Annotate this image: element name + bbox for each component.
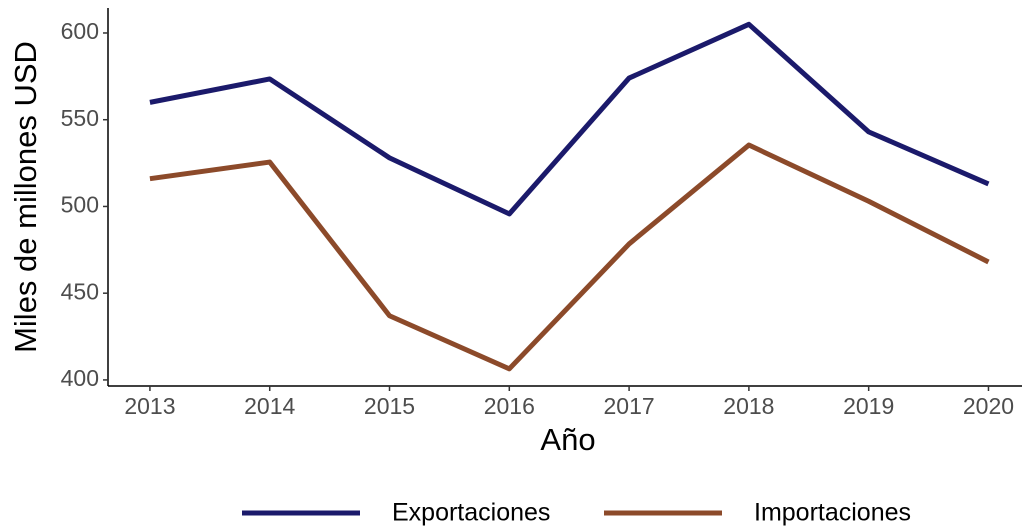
line xyxy=(149,142,990,372)
y-tick-label: 600 xyxy=(61,18,99,44)
x-tick-label: 2018 xyxy=(723,393,774,419)
x-tick-label: 2019 xyxy=(843,393,894,419)
legend-label: Exportaciones xyxy=(392,499,550,527)
y-tick-label: 450 xyxy=(61,278,99,304)
x-tick-label: 2016 xyxy=(484,393,535,419)
x-tick-label: 2015 xyxy=(364,393,415,419)
x-tick-label: 2020 xyxy=(963,393,1014,419)
x-tick-label: 2017 xyxy=(604,393,655,419)
y-tick-label: 400 xyxy=(61,365,99,391)
legend-label: Importaciones xyxy=(754,499,911,527)
x-axis-title: Año xyxy=(540,422,595,457)
y-tick-label: 500 xyxy=(61,192,99,218)
line xyxy=(149,21,990,217)
y-axis-title: Miles de millones USD xyxy=(8,41,43,353)
x-tick-label: 2013 xyxy=(124,393,175,419)
x-tick-label: 2014 xyxy=(244,393,295,419)
y-tick-label: 550 xyxy=(61,105,99,131)
